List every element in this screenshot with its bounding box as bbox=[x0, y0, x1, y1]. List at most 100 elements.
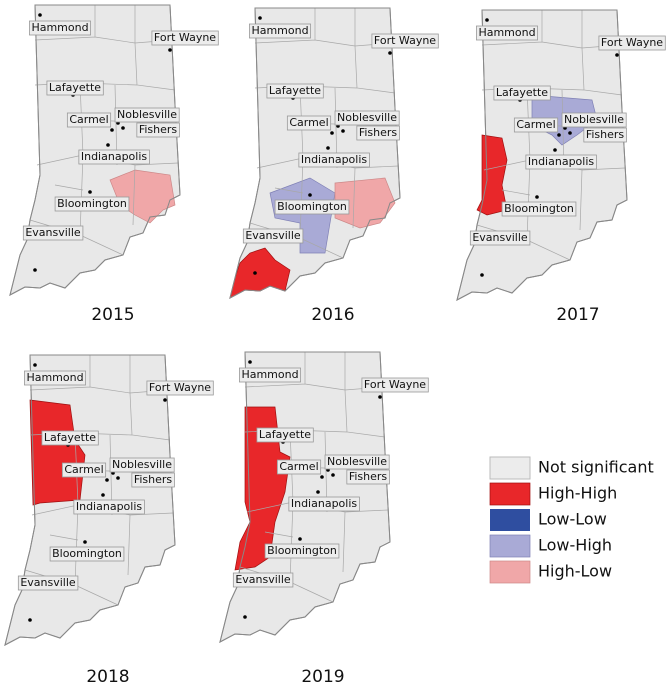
city-label-box bbox=[151, 30, 219, 46]
city-label-box bbox=[41, 430, 99, 446]
city-dot bbox=[163, 398, 167, 402]
city-dot bbox=[568, 131, 572, 135]
legend-swatch bbox=[489, 534, 531, 558]
year-label: 2018 bbox=[86, 667, 129, 687]
city-label-box bbox=[276, 459, 322, 475]
city-label-box bbox=[371, 33, 439, 49]
city-dot bbox=[168, 48, 172, 52]
city-dot bbox=[316, 490, 320, 494]
city-label: Hammond bbox=[241, 368, 298, 381]
map-panel: Hammond Fort Wayne Lafayette Carmel Noblesvi… bbox=[229, 7, 439, 299]
city-dot bbox=[248, 360, 252, 364]
city-label: Noblesville bbox=[337, 111, 397, 124]
city-label: Noblesville bbox=[112, 458, 172, 471]
city-label-box bbox=[232, 572, 294, 588]
city-label: Indianapolis bbox=[291, 497, 358, 510]
city-dot bbox=[88, 190, 92, 194]
city-dot bbox=[121, 126, 125, 130]
city-label: Fishers bbox=[359, 126, 398, 139]
legend-label: Low-High bbox=[538, 536, 612, 555]
city-label-box bbox=[598, 35, 666, 51]
city-dot bbox=[101, 493, 105, 497]
city-label: Evansville bbox=[235, 573, 291, 586]
city-dot bbox=[28, 618, 32, 622]
city-label-box bbox=[583, 127, 627, 143]
city-label: Carmel bbox=[516, 118, 555, 131]
map-panel: Hammond Fort Wayne Lafayette Carmel Noblesvi… bbox=[219, 351, 429, 643]
city-label: Noblesville bbox=[327, 455, 387, 468]
city-dot bbox=[480, 273, 484, 277]
city-dot bbox=[105, 478, 109, 482]
city-label-box bbox=[298, 152, 370, 168]
legend-label: Low-Low bbox=[538, 510, 607, 529]
city-label: Evansville bbox=[472, 231, 528, 244]
city-label-box bbox=[29, 20, 91, 36]
city-label-box bbox=[266, 83, 324, 99]
city-dot bbox=[388, 51, 392, 55]
city-dot bbox=[331, 473, 335, 477]
city-label: Lafayette bbox=[269, 84, 321, 97]
city-label: Evansville bbox=[20, 576, 76, 589]
city-label-box bbox=[114, 107, 180, 123]
city-label-box bbox=[146, 380, 214, 396]
city-label: Fishers bbox=[134, 473, 173, 486]
city-dot bbox=[110, 128, 114, 132]
cluster-region bbox=[269, 177, 336, 254]
city-label: Carmel bbox=[279, 460, 318, 473]
city-label-box bbox=[22, 225, 84, 241]
city-label-box bbox=[54, 196, 130, 212]
city-label: Noblesville bbox=[117, 108, 177, 121]
city-dot bbox=[243, 615, 247, 619]
city-label: Fishers bbox=[586, 128, 625, 141]
city-label-box bbox=[73, 499, 145, 515]
city-label-box bbox=[361, 377, 429, 393]
city-label: Lafayette bbox=[49, 81, 101, 94]
city-label-box bbox=[256, 427, 314, 443]
year-label: 2019 bbox=[301, 667, 344, 687]
city-label: Hammond bbox=[478, 26, 535, 39]
city-label-box bbox=[356, 125, 400, 141]
year-label: 2015 bbox=[91, 305, 134, 325]
city-label: Fort Wayne bbox=[149, 381, 211, 394]
city-label: Fort Wayne bbox=[154, 31, 216, 44]
city-label: Evansville bbox=[25, 226, 81, 239]
city-dot bbox=[330, 131, 334, 135]
city-label: Indianapolis bbox=[301, 153, 368, 166]
city-label: Fort Wayne bbox=[374, 34, 436, 47]
city-label: Bloomington bbox=[267, 544, 337, 557]
city-label-box bbox=[78, 149, 150, 165]
city-dot bbox=[485, 18, 489, 22]
city-label: Indianapolis bbox=[81, 150, 148, 163]
city-label: Carmel bbox=[289, 116, 328, 129]
city-label-box bbox=[501, 201, 577, 217]
city-label: Bloomington bbox=[504, 202, 574, 215]
city-label: Bloomington bbox=[57, 197, 127, 210]
city-label: Bloomington bbox=[277, 200, 347, 213]
city-label: Carmel bbox=[69, 113, 108, 126]
city-label-box bbox=[242, 228, 304, 244]
city-label-box bbox=[286, 115, 332, 131]
city-label-box bbox=[476, 25, 538, 41]
city-dot bbox=[308, 193, 312, 197]
city-dot bbox=[38, 13, 42, 17]
city-label: Fishers bbox=[349, 470, 388, 483]
legend-swatch bbox=[489, 482, 531, 506]
city-dot bbox=[33, 268, 37, 272]
map-panel: Hammond Fort Wayne Lafayette Carmel Noblesvi… bbox=[4, 354, 214, 646]
city-label-box bbox=[346, 469, 390, 485]
city-label: Indianapolis bbox=[528, 155, 595, 168]
city-dot bbox=[320, 475, 324, 479]
city-label: Hammond bbox=[26, 371, 83, 384]
city-dot bbox=[341, 129, 345, 133]
city-dot bbox=[298, 537, 302, 541]
city-label-box bbox=[24, 370, 86, 386]
city-label-box bbox=[561, 112, 627, 128]
city-label: Carmel bbox=[64, 463, 103, 476]
city-label-box bbox=[525, 154, 597, 170]
legend-label: High-Low bbox=[538, 562, 612, 581]
city-label-box bbox=[264, 543, 340, 559]
city-label-box bbox=[239, 367, 301, 383]
city-label: Evansville bbox=[245, 229, 301, 242]
city-label: Noblesville bbox=[564, 113, 624, 126]
city-label: Fort Wayne bbox=[601, 36, 663, 49]
